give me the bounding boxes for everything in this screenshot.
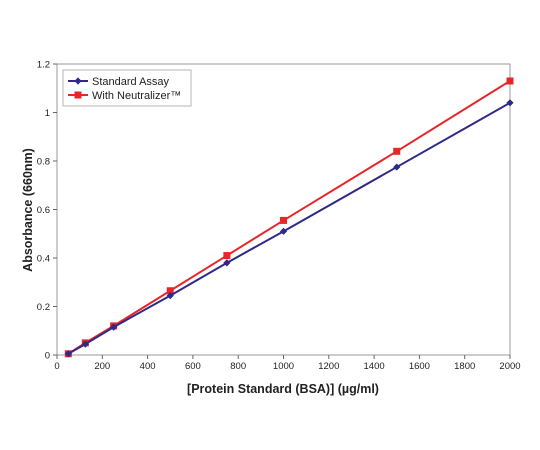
x-tick-label: 1000 bbox=[273, 361, 294, 372]
y-tick-label: 0.2 bbox=[37, 302, 50, 313]
x-axis-title: [Protein Standard (BSA)] (µg/ml) bbox=[187, 382, 379, 396]
x-tick-label: 600 bbox=[185, 361, 201, 372]
standard-assay-point bbox=[223, 259, 231, 267]
standard-assay-legend-label: Standard Assay bbox=[92, 76, 170, 88]
neutralizer-legend-label: With Neutralizer™ bbox=[92, 90, 181, 102]
y-axis-title: Absorbance (660nm) bbox=[21, 148, 35, 272]
neutralizer-point bbox=[393, 147, 401, 155]
neutralizer-point bbox=[166, 287, 174, 295]
x-tick-label: 800 bbox=[230, 361, 246, 372]
x-tick-label: 0 bbox=[54, 361, 59, 372]
standard-assay-point bbox=[81, 340, 89, 348]
plot-area bbox=[56, 63, 511, 356]
x-tick-label: 1800 bbox=[454, 361, 475, 372]
legend-box bbox=[62, 69, 192, 107]
y-tick-label: 1.2 bbox=[37, 60, 50, 71]
neutralizer-legend-marker bbox=[74, 91, 82, 99]
x-tick-label: 2000 bbox=[499, 361, 520, 372]
axis-ticks: 0 200 400 600 800 1000 1200 1400 1600 1800 2000 0 0.… bbox=[37, 60, 521, 373]
x-tick-label: 1200 bbox=[318, 361, 339, 372]
series-layer bbox=[64, 77, 514, 358]
y-tick-label: 0.6 bbox=[37, 205, 50, 216]
x-tick-label: 400 bbox=[140, 361, 156, 372]
standard-assay-legend-marker bbox=[74, 77, 82, 85]
neutralizer-line bbox=[67, 80, 511, 355]
x-tick-label: 1400 bbox=[364, 361, 385, 372]
standard-assay-line bbox=[67, 101, 511, 355]
standard-assay-point bbox=[279, 227, 288, 235]
y-tick-label: 0 bbox=[45, 351, 50, 362]
standard-assay-point bbox=[393, 163, 401, 171]
standard-assay-point bbox=[506, 99, 514, 107]
y-tick-label: 0.8 bbox=[37, 157, 50, 168]
legend: Standard Assay With Neutralizer™ bbox=[62, 69, 192, 107]
standard-assay-point bbox=[110, 323, 118, 331]
neutralizer-point bbox=[280, 216, 287, 224]
y-tick-label: 1 bbox=[45, 108, 50, 119]
standard-assay-point bbox=[166, 291, 174, 300]
neutralizer-point bbox=[223, 252, 231, 260]
y-tick-label: 0.4 bbox=[37, 254, 50, 265]
neutralizer-point bbox=[506, 77, 514, 85]
x-tick-label: 1600 bbox=[409, 361, 430, 372]
x-tick-label: 200 bbox=[94, 361, 110, 372]
standard-assay-point bbox=[64, 350, 72, 358]
